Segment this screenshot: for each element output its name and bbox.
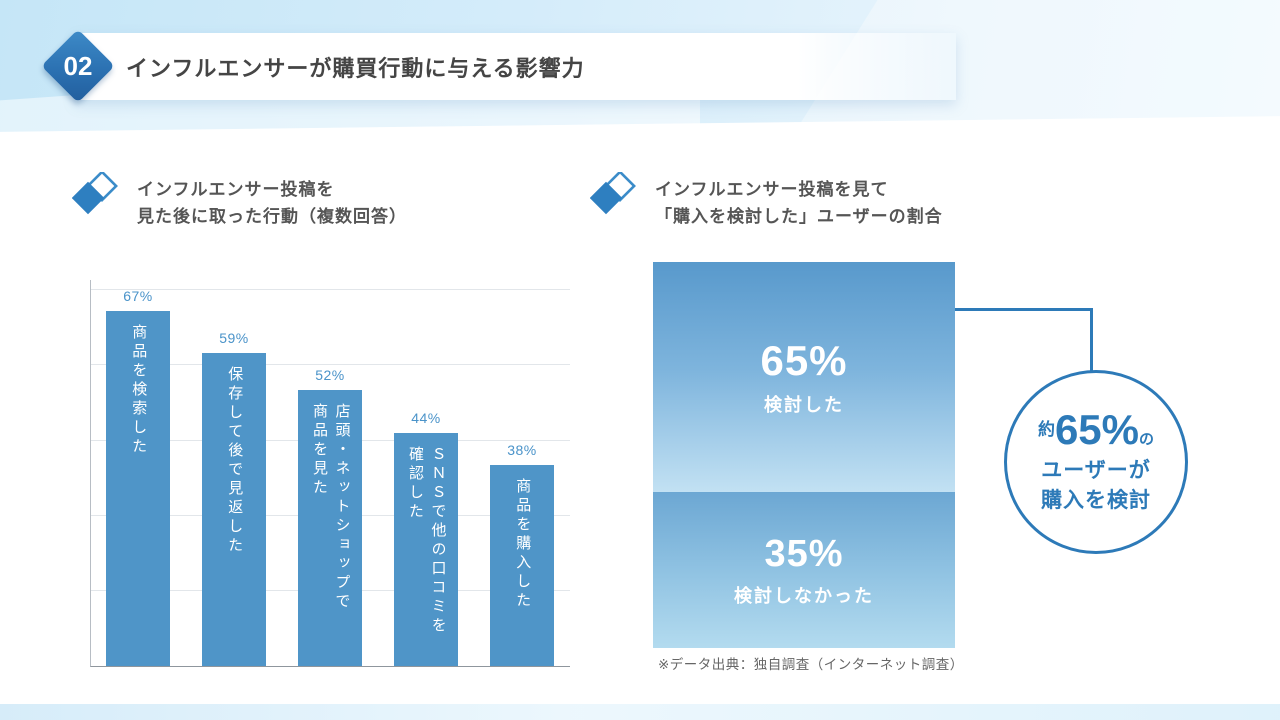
callout-line3: 購入を検討 [1041, 489, 1151, 513]
bottom-decor-band [0, 704, 1280, 720]
bar-category-label: 保存して後で見返した [226, 366, 244, 556]
bar-value-label: 38% [507, 442, 537, 458]
right-heading-line2: 「購入を検討した」ユーザーの割合 [655, 207, 943, 227]
segment-label: 検討しなかった [734, 585, 874, 606]
callout-percent: 65% [1054, 406, 1140, 454]
callout-connector-line [955, 308, 1093, 372]
right-heading-line1: インフルエンサー投稿を見て [655, 180, 889, 199]
bar-category-label: 商品を検索した [130, 324, 148, 457]
bar-2: 52% 店頭・ネットショップで 商品を見た [298, 367, 362, 666]
left-heading-line2: 見た後に取った行動（複数回答） [137, 207, 407, 227]
double-diamond-icon [590, 172, 636, 215]
data-source-note: ※データ出典：独自調査（インターネット調査） [658, 657, 964, 672]
gridline [91, 364, 570, 365]
bar-category-label: 商品を購入した [514, 478, 532, 611]
double-diamond-icon [72, 172, 118, 215]
bar-value-label: 67% [123, 288, 153, 304]
segment-percent: 65% [760, 337, 848, 385]
slide-number-badge: 02 [41, 29, 115, 103]
page-title: インフルエンサーが購買行動に与える影響力 [126, 55, 585, 81]
bar-value-label: 52% [315, 367, 345, 383]
right-section-heading: インフルエンサー投稿を見て 「購入を検討した」ユーザーの割合 [655, 176, 943, 230]
bar-value-label: 44% [411, 410, 441, 426]
callout-circle: 約 65% の ユーザーが 購入を検討 [1004, 370, 1188, 554]
header-band: インフルエンサーが購買行動に与える影響力 [76, 33, 956, 100]
bar-0: 67% 商品を検索した [106, 288, 170, 666]
bar-category-label: ＳＮＳで他の口コミを 確認した [407, 446, 447, 636]
left-section-heading: インフルエンサー投稿を 見た後に取った行動（複数回答） [137, 176, 407, 230]
stack-segment-considered: 65% 検討した [653, 262, 955, 493]
callout-prefix: 約 [1037, 420, 1055, 440]
action-bar-chart: 67% 商品を検索した 59% 保存して後で見返した 52% 店頭・ネットショップで 商品… [90, 280, 570, 667]
gridline [91, 289, 570, 290]
slide-number: 02 [63, 50, 93, 81]
segment-percent: 35% [764, 532, 844, 575]
stack-segment-not-considered: 35% 検討しなかった [653, 492, 955, 648]
bar-3: 44% ＳＮＳで他の口コミを 確認した [394, 410, 458, 666]
callout-headline: 約 65% の [1038, 407, 1154, 453]
segment-label: 検討した [764, 395, 844, 416]
bar-4: 38% 商品を購入した [490, 442, 554, 666]
bar-1: 59% 保存して後で見返した [202, 330, 266, 666]
callout-line2: ユーザーが [1041, 458, 1151, 482]
bar-category-label: 店頭・ネットショップで 商品を見た [311, 403, 351, 612]
bar-value-label: 59% [219, 330, 249, 346]
consideration-stack: 65% 検討した 35% 検討しなかった [653, 262, 955, 648]
left-heading-line1: インフルエンサー投稿を [137, 180, 335, 199]
callout-suffix: の [1139, 431, 1155, 449]
